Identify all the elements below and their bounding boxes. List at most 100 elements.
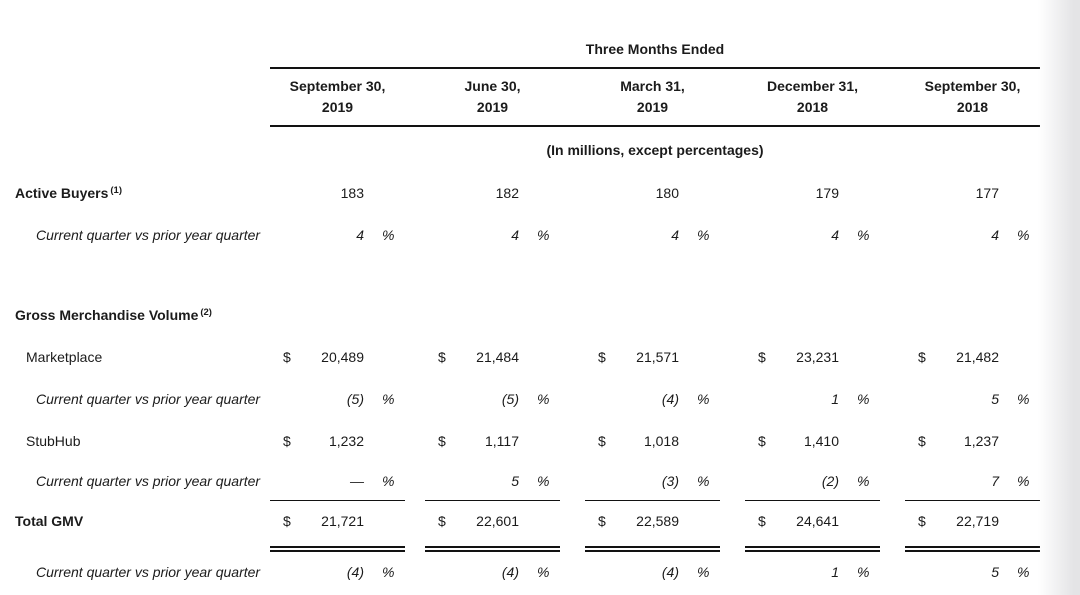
stubhub-yoy-value: (3)	[607, 462, 679, 501]
dollar-sign: $	[598, 513, 606, 530]
percent-sign: %	[1017, 564, 1030, 580]
column-year: 2018	[956, 99, 989, 115]
stubhub-yoy-value: —	[292, 462, 364, 501]
column-year: 2019	[636, 99, 669, 115]
percent-sign: %	[537, 227, 550, 243]
marketplace-label: Marketplace	[26, 349, 103, 365]
active-buyers-yoy-value: 4	[831, 227, 839, 243]
dollar-sign: $	[598, 433, 606, 449]
total-gmv-yoy-value: (4)	[346, 564, 364, 580]
row-stubhub: StubHub $1,232 $1,117 $1,018 $1,410 $1,2…	[0, 420, 1040, 462]
column-month: September 30,	[289, 78, 386, 94]
total-gmv-yoy-value: 1	[831, 564, 839, 580]
double-rule	[585, 545, 720, 552]
total-gmv-yoy-value: (4)	[501, 564, 519, 580]
column-year: 2019	[476, 99, 509, 115]
period-header: Three Months Ended	[270, 26, 1040, 69]
yoy-label: Current quarter vs prior year quarter	[36, 564, 261, 580]
marketplace-yoy-value: 1	[831, 391, 839, 407]
double-rule	[905, 545, 1040, 552]
row-total-gmv: Total GMV $21,721 $22,601 $22,589 $24,64…	[0, 500, 1040, 542]
percent-sign: %	[382, 227, 395, 243]
yoy-label: Current quarter vs prior year quarter	[36, 391, 261, 407]
right-edge-gradient	[1038, 0, 1080, 595]
row-gmv-section: Gross Merchandise Volume (2)	[0, 294, 1040, 336]
row-marketplace: Marketplace $20,489 $21,484 $21,571 $23,…	[0, 336, 1040, 378]
dollar-sign: $	[438, 513, 446, 530]
percent-sign: %	[697, 391, 710, 407]
double-rule	[270, 545, 405, 552]
stubhub-value: 1,232	[328, 433, 364, 449]
percent-sign: %	[697, 564, 710, 580]
stubhub-value: 1,117	[485, 433, 519, 449]
active-buyers-yoy-value: 4	[671, 227, 679, 243]
double-rule-row	[0, 542, 1040, 554]
row-marketplace-yoy: Current quarter vs prior year quarter (5…	[0, 378, 1040, 420]
stubhub-label: StubHub	[26, 433, 81, 449]
percent-sign: %	[1017, 227, 1030, 243]
column-year: 2019	[321, 99, 354, 115]
column-month: December 31,	[766, 78, 859, 94]
percent-sign: %	[857, 391, 870, 407]
marketplace-yoy-value: 5	[991, 391, 999, 407]
active-buyers-label: Active Buyers (1)	[15, 185, 123, 201]
column-header-sep-30-2018: September 30, 2018	[905, 68, 1040, 127]
total-gmv-yoy-value: (4)	[661, 564, 679, 580]
active-buyers-value: 183	[340, 185, 364, 201]
column-month: June 30,	[464, 78, 521, 94]
stubhub-value: 1,018	[643, 433, 679, 449]
total-gmv-label: Total GMV	[15, 513, 84, 529]
percent-sign: %	[537, 564, 550, 580]
dollar-sign: $	[918, 349, 926, 365]
percent-sign: %	[857, 564, 870, 580]
dollar-sign: $	[438, 433, 446, 449]
column-header-jun-30-2019: June 30, 2019	[425, 68, 560, 127]
active-buyers-value: 182	[495, 185, 519, 201]
spacer-row	[0, 256, 1040, 294]
dollar-sign: $	[283, 433, 291, 449]
column-header-mar-31-2019: March 31, 2019	[585, 68, 720, 127]
percent-sign: %	[382, 391, 395, 407]
percent-sign: %	[999, 462, 1040, 501]
total-gmv-value: 21,721	[321, 513, 364, 530]
active-buyers-yoy-value: 4	[991, 227, 999, 243]
column-year: 2018	[796, 99, 829, 115]
total-gmv-value: 22,589	[636, 513, 679, 530]
dollar-sign: $	[918, 433, 926, 449]
marketplace-value: 23,231	[796, 349, 839, 365]
marketplace-yoy-value: (4)	[661, 391, 679, 407]
units-note: (In millions, except percentages)	[546, 141, 764, 158]
dollar-sign: $	[283, 349, 291, 365]
yoy-label: Current quarter vs prior year quarter	[36, 473, 261, 489]
stubhub-yoy-value: 7	[927, 462, 999, 501]
dollar-sign: $	[283, 513, 291, 530]
percent-sign: %	[679, 462, 720, 501]
dollar-sign: $	[758, 349, 766, 365]
dollar-sign: $	[918, 513, 926, 530]
row-total-gmv-yoy: Current quarter vs prior year quarter (4…	[0, 554, 1040, 590]
active-buyers-value: 177	[975, 185, 999, 201]
column-header-sep-30-2019: September 30, 2019	[270, 68, 405, 127]
percent-sign: %	[537, 391, 550, 407]
double-rule	[745, 545, 880, 552]
dollar-sign: $	[598, 349, 606, 365]
percent-sign: %	[519, 462, 560, 501]
total-gmv-value: 22,601	[476, 513, 519, 530]
active-buyers-value: 179	[815, 185, 839, 201]
marketplace-value: 21,571	[636, 349, 679, 365]
double-rule	[425, 545, 560, 552]
marketplace-value: 21,484	[476, 349, 519, 365]
percent-sign: %	[364, 462, 405, 501]
percent-sign: %	[839, 462, 880, 501]
footnote-ref-1: (1)	[110, 185, 123, 196]
marketplace-value: 21,482	[956, 349, 999, 365]
percent-sign: %	[697, 227, 710, 243]
active-buyers-yoy-value: 4	[511, 227, 519, 243]
stubhub-yoy-value: (2)	[767, 462, 839, 501]
marketplace-yoy-value: (5)	[501, 391, 519, 407]
stubhub-value: 1,410	[803, 433, 839, 449]
dollar-sign: $	[438, 349, 446, 365]
total-gmv-value: 24,641	[796, 513, 839, 530]
percent-sign: %	[382, 564, 395, 580]
